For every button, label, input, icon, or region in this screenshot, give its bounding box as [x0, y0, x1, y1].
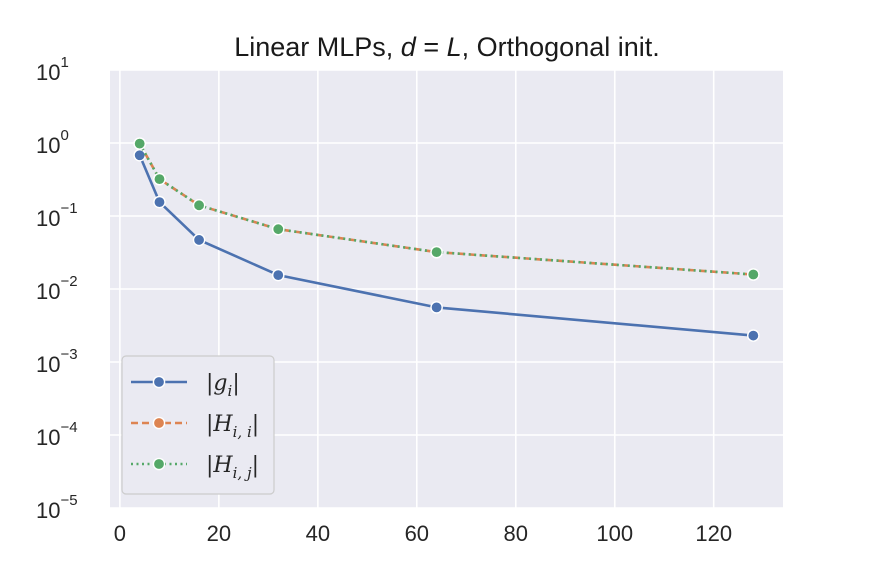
series-1-point — [153, 195, 166, 209]
series-3-point — [430, 245, 443, 259]
series-1-point — [192, 233, 206, 247]
series-1-point — [271, 268, 285, 282]
series-3-point — [153, 172, 166, 186]
series-line-3 — [138, 142, 754, 276]
y-tick-label: 10−1 — [36, 200, 78, 231]
y-tick-label: 10−5 — [36, 492, 78, 523]
x-tick-label: 40 — [306, 521, 330, 546]
series-1-point — [430, 301, 443, 314]
series-3-point — [133, 137, 146, 150]
x-tick-label: 0 — [114, 521, 126, 546]
legend-label-1: |gi| — [206, 371, 240, 400]
x-tick-label: 20 — [207, 521, 231, 546]
series-line-1 — [138, 154, 754, 337]
x-tick-label: 60 — [405, 521, 429, 546]
legend-marker-3 — [152, 457, 166, 471]
y-tick-label: 10−2 — [36, 273, 78, 304]
data-series — [133, 137, 760, 342]
legend-marker-2 — [152, 416, 166, 430]
legend-label-2: |Hi, i| — [206, 412, 259, 441]
series-3-point — [192, 199, 206, 212]
y-tick-label: 100 — [36, 127, 69, 158]
y-tick-label: 10−4 — [36, 419, 78, 450]
legend-marker-1 — [152, 375, 166, 389]
x-tick-label: 80 — [504, 521, 528, 546]
x-tick-label: 120 — [695, 521, 732, 546]
y-tick-label: 101 — [36, 54, 69, 85]
y-tick-label: 10−3 — [36, 346, 78, 377]
series-3-point — [271, 222, 285, 236]
legend-label-3: |Hi, j| — [206, 453, 259, 482]
axis-tick-labels: 0 20 40 60 80 100 120 101 100 10−1 10−2 10−3 10−4 10−… — [36, 54, 732, 546]
series-1-point — [747, 329, 760, 342]
x-tick-label: 100 — [596, 521, 633, 546]
chart-title: Linear MLPs, d = L, Orthogonal init. — [234, 32, 660, 62]
series-1-point — [133, 148, 146, 162]
legend: |gi| |Hi, i| |Hi, j| — [121, 355, 275, 495]
gridlines — [110, 69, 783, 509]
series-3-point — [747, 268, 760, 281]
